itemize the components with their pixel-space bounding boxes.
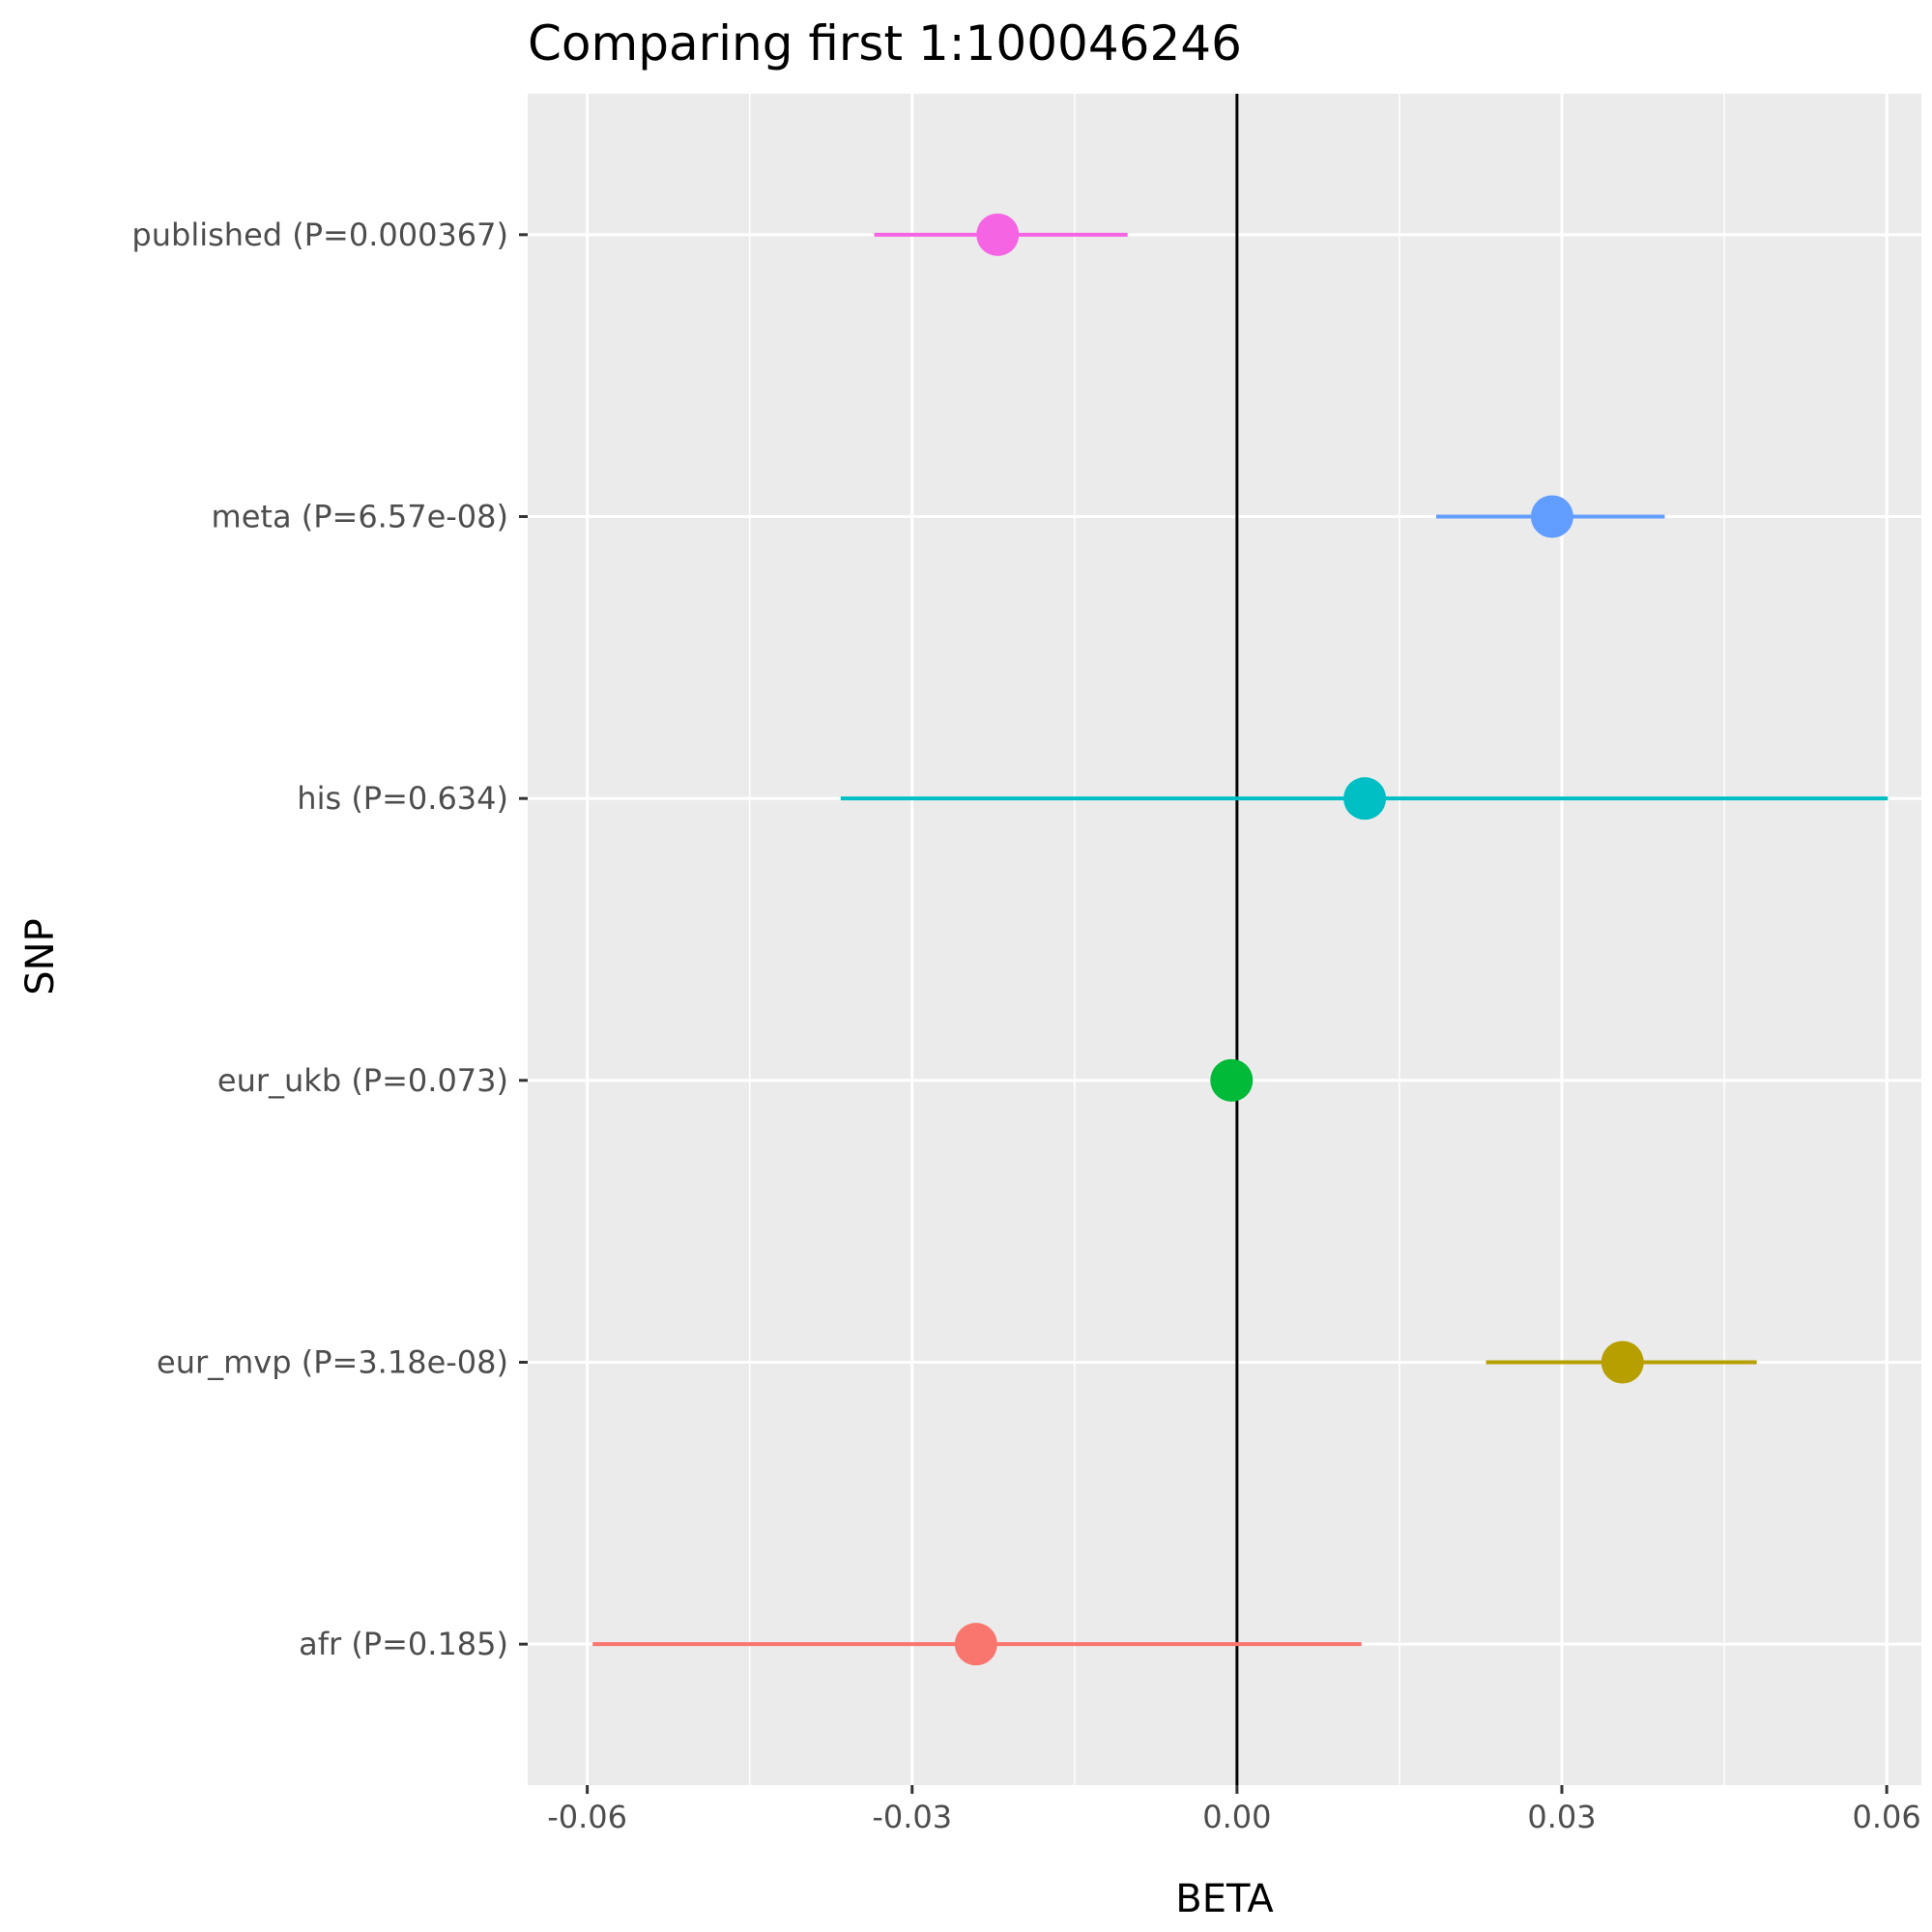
minor-gridlines xyxy=(748,94,1725,1785)
estimate-point xyxy=(954,1623,997,1666)
estimate-marks xyxy=(592,94,1889,1785)
estimate-point xyxy=(1343,777,1387,821)
chart-title: Comparing first 1:100046246 xyxy=(528,15,1242,72)
estimate-point xyxy=(976,213,1020,256)
x-tick-label: 0.00 xyxy=(1202,1799,1271,1835)
y-tick-label: eur_mvp (P=3.18e-08) xyxy=(157,1344,508,1381)
y-tick-label: his (P=0.634) xyxy=(297,780,508,817)
y-tick-label: afr (P=0.185) xyxy=(299,1626,508,1662)
y-tick-label: published (P=0.000367) xyxy=(131,216,508,253)
y-tick-label: eur_ukb (P=0.073) xyxy=(217,1062,508,1099)
y-tick-label: meta (P=6.57e-08) xyxy=(212,499,508,535)
estimate-point xyxy=(1600,1341,1644,1384)
x-tick-label: -0.06 xyxy=(547,1799,627,1835)
x-tick-label: -0.03 xyxy=(872,1799,952,1835)
x-tick-label: 0.06 xyxy=(1853,1799,1921,1835)
x-axis: -0.06 -0.03 0.00 0.03 0.06 xyxy=(547,1785,1921,1835)
y-axis-title: SNP xyxy=(18,918,63,995)
x-tick-label: 0.03 xyxy=(1527,1799,1596,1835)
estimate-point xyxy=(1530,495,1573,538)
estimate-point xyxy=(1210,1058,1254,1102)
plot-panel xyxy=(528,94,1921,1785)
x-axis-title: BETA xyxy=(1175,1877,1274,1921)
y-axis: published (P=0.000367) meta (P=6.57e-08) h… xyxy=(131,216,528,1662)
